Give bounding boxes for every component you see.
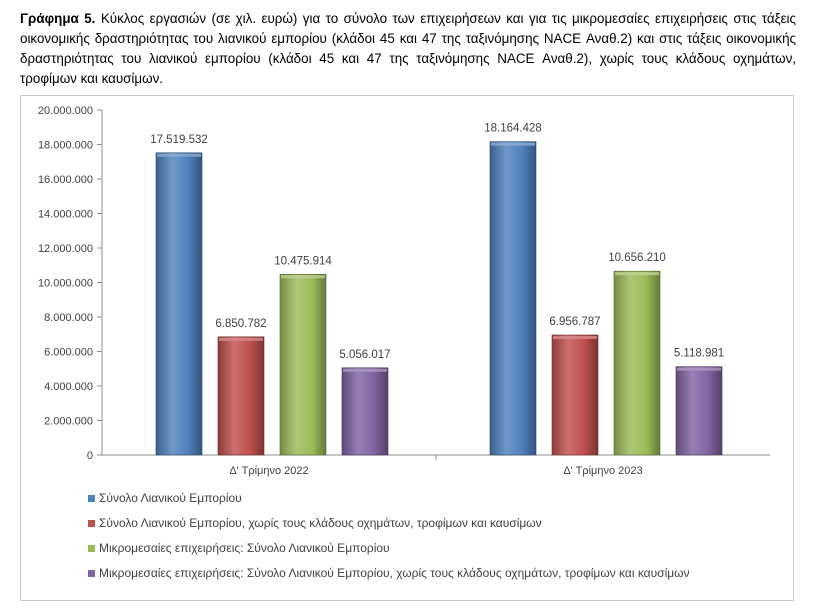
legend-item: Μικρομεσαίες επιχειρήσεις: Σύνολο Λιανικ…	[88, 540, 390, 556]
legend-item: Σύνολο Λιανικού Εμπορίου	[88, 490, 242, 506]
y-tick-label: 2.000.000	[44, 416, 93, 428]
bar-bevel	[677, 367, 721, 371]
y-tick-label: 10.000.000	[38, 278, 93, 290]
bar	[489, 141, 537, 456]
bar-bevel	[491, 142, 535, 146]
caption-label: Γράφημα 5.	[20, 11, 96, 26]
y-tick-label: 4.000.000	[44, 381, 93, 393]
bar	[551, 334, 599, 456]
legend-swatch	[88, 569, 95, 577]
legend-swatch	[88, 494, 95, 502]
bar	[279, 273, 327, 456]
y-tick-label: 20.000.000	[38, 105, 93, 117]
bar	[217, 336, 265, 456]
data-label: 6.850.782	[215, 318, 266, 330]
y-tick-label: 12.000.000	[38, 243, 93, 255]
bar-bevel	[219, 337, 263, 341]
chart-frame	[20, 95, 794, 601]
bar-bevel	[157, 153, 201, 157]
caption-text: Κύκλος εργασιών (σε χιλ. ευρώ) για το σύ…	[20, 11, 796, 86]
legend-swatch	[88, 544, 95, 552]
data-label: 10.656.210	[608, 252, 666, 264]
data-label: 5.118.981	[674, 348, 724, 360]
legend-item: Σύνολο Λιανικού Εμπορίου, χωρίς τους κλά…	[88, 515, 542, 531]
y-tick-label: 16.000.000	[38, 174, 93, 186]
data-label: 5.056.017	[339, 349, 390, 361]
bar-bevel	[553, 335, 597, 339]
bar	[675, 366, 723, 456]
data-label: 18.164.428	[484, 123, 542, 135]
data-label: 6.956.787	[549, 316, 600, 328]
data-label: 17.519.532	[150, 134, 208, 146]
bar-bevel	[615, 272, 659, 276]
bar	[341, 367, 389, 456]
y-tick-label: 18.000.000	[38, 140, 93, 152]
data-label: 10.475.914	[274, 255, 332, 267]
figure-caption: Γράφημα 5. Κύκλος εργασιών (σε χιλ. ευρώ…	[20, 9, 796, 89]
bar	[155, 152, 203, 456]
y-tick-label: 8.000.000	[44, 312, 93, 324]
y-tick-label: 0	[87, 450, 93, 462]
x-category-label: Δ' Τρίμηνο 2023	[563, 465, 642, 477]
legend-label: Σύνολο Λιανικού Εμπορίου	[99, 491, 242, 505]
y-tick-label: 14.000.000	[38, 209, 93, 221]
y-tick-label: 6.000.000	[44, 347, 93, 359]
legend-swatch	[88, 519, 95, 527]
bar-bevel	[281, 275, 325, 279]
x-category-label: Δ' Τρίμηνο 2022	[229, 465, 308, 477]
legend-label: Μικρομεσαίες επιχειρήσεις: Σύνολο Λιανικ…	[99, 541, 390, 555]
legend-item: Μικρομεσαίες επιχειρήσεις: Σύνολο Λιανικ…	[88, 565, 690, 581]
bar-bevel	[343, 368, 387, 372]
legend-label: Μικρομεσαίες επιχειρήσεις: Σύνολο Λιανικ…	[99, 566, 690, 580]
bar	[613, 270, 661, 456]
legend-label: Σύνολο Λιανικού Εμπορίου, χωρίς τους κλά…	[99, 516, 542, 530]
